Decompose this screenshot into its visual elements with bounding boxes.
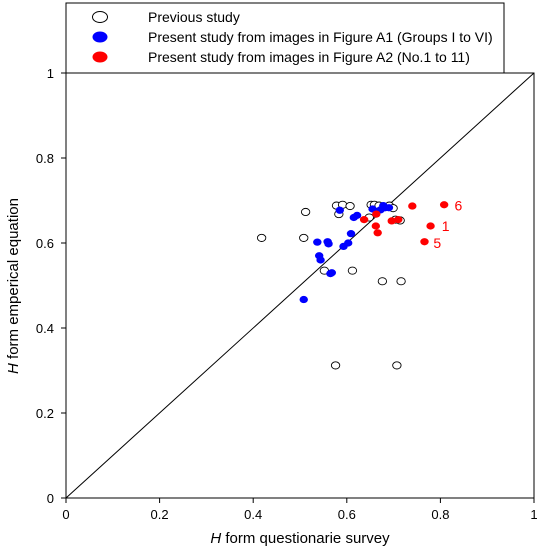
- figure-a1-point: [384, 204, 394, 212]
- y-tick-label: 0.4: [36, 321, 54, 336]
- legend-box: [65, 2, 505, 74]
- figure-a2-point: [373, 229, 382, 237]
- figure-a1-point: [299, 295, 308, 304]
- x-tick-label: 1: [530, 507, 537, 522]
- previous-study-point: [377, 277, 388, 286]
- y-axis-title: H form emperical equation: [5, 198, 22, 374]
- figure-a1-point: [352, 211, 362, 219]
- previous-study-point: [299, 233, 309, 242]
- legend: Previous study Present study from images…: [65, 2, 505, 74]
- y-axis-title-italic: H: [5, 363, 22, 374]
- figure-a1-point: [335, 206, 344, 214]
- figure-a2-point: [426, 222, 435, 230]
- x-axis-title-rest: form questionarie survey: [221, 530, 390, 547]
- legend-entry-figure-a2: Present study from images in Figure A2 (…: [92, 49, 470, 65]
- legend-label-previous-study: Previous study: [148, 9, 240, 25]
- figure-a2-point: [387, 217, 396, 225]
- figure-a2-point: [394, 216, 403, 224]
- point-annotation: 5: [433, 235, 441, 251]
- figure-a2-point: [359, 216, 369, 224]
- reference-line: [65, 72, 535, 499]
- previous-study-point: [345, 201, 355, 211]
- y-tick-label: 0.6: [36, 236, 54, 251]
- x-tick-label: 0: [62, 507, 69, 522]
- plot-area-frame: [65, 72, 535, 499]
- previous-study-point: [347, 266, 358, 275]
- legend-entry-previous-study: Previous study: [92, 9, 240, 25]
- x-axis-title: H form questionarie survey: [210, 530, 390, 547]
- previous-study-point: [300, 207, 311, 217]
- y-tick-label: 1: [47, 66, 54, 81]
- figure-a2-point: [371, 222, 381, 230]
- figure-a1-point: [324, 240, 333, 248]
- x-axis-ticks: 0 0.2 0.4 0.6 0.8 1: [62, 498, 538, 522]
- legend-marker-previous-study: [92, 11, 108, 23]
- x-axis-title-italic: H: [210, 530, 221, 547]
- previous-study-point: [330, 361, 341, 370]
- previous-study-point: [392, 361, 402, 370]
- legend-marker-figure-a2: [92, 51, 108, 63]
- x-tick-label: 0.6: [338, 507, 356, 522]
- figure-a1-point: [316, 256, 325, 264]
- y-axis-title-rest: form emperical equation: [5, 198, 22, 363]
- figure-a1-point: [327, 269, 337, 277]
- previous-study-point: [256, 233, 267, 242]
- figure-a2-point: [408, 202, 417, 210]
- y-tick-label: 0.2: [36, 406, 54, 421]
- x-tick-label: 0.2: [151, 507, 169, 522]
- figure-a1-point: [344, 239, 353, 247]
- legend-marker-figure-a1: [92, 31, 108, 43]
- x-tick-label: 0.8: [431, 507, 449, 522]
- figure-a1-point: [313, 238, 322, 246]
- y-tick-label: 0: [47, 491, 54, 506]
- point-annotations: 615: [433, 198, 462, 251]
- point-annotation: 1: [442, 218, 450, 234]
- legend-label-figure-a2: Present study from images in Figure A2 (…: [148, 49, 470, 65]
- legend-entry-figure-a1: Present study from images in Figure A1 (…: [92, 29, 493, 45]
- figure-a2-point: [372, 210, 381, 218]
- data-points: [256, 200, 449, 370]
- previous-study-point: [396, 277, 406, 286]
- y-axis-ticks: 0 0.2 0.4 0.6 0.8 1: [36, 66, 66, 506]
- figure-a1-point: [346, 230, 356, 238]
- figure-a2-point: [420, 238, 429, 246]
- point-annotation: 6: [454, 198, 462, 214]
- y-tick-label: 0.8: [36, 151, 54, 166]
- figure-a2-point: [439, 201, 449, 209]
- x-tick-label: 0.4: [244, 507, 262, 522]
- legend-label-figure-a1: Present study from images in Figure A1 (…: [148, 29, 493, 45]
